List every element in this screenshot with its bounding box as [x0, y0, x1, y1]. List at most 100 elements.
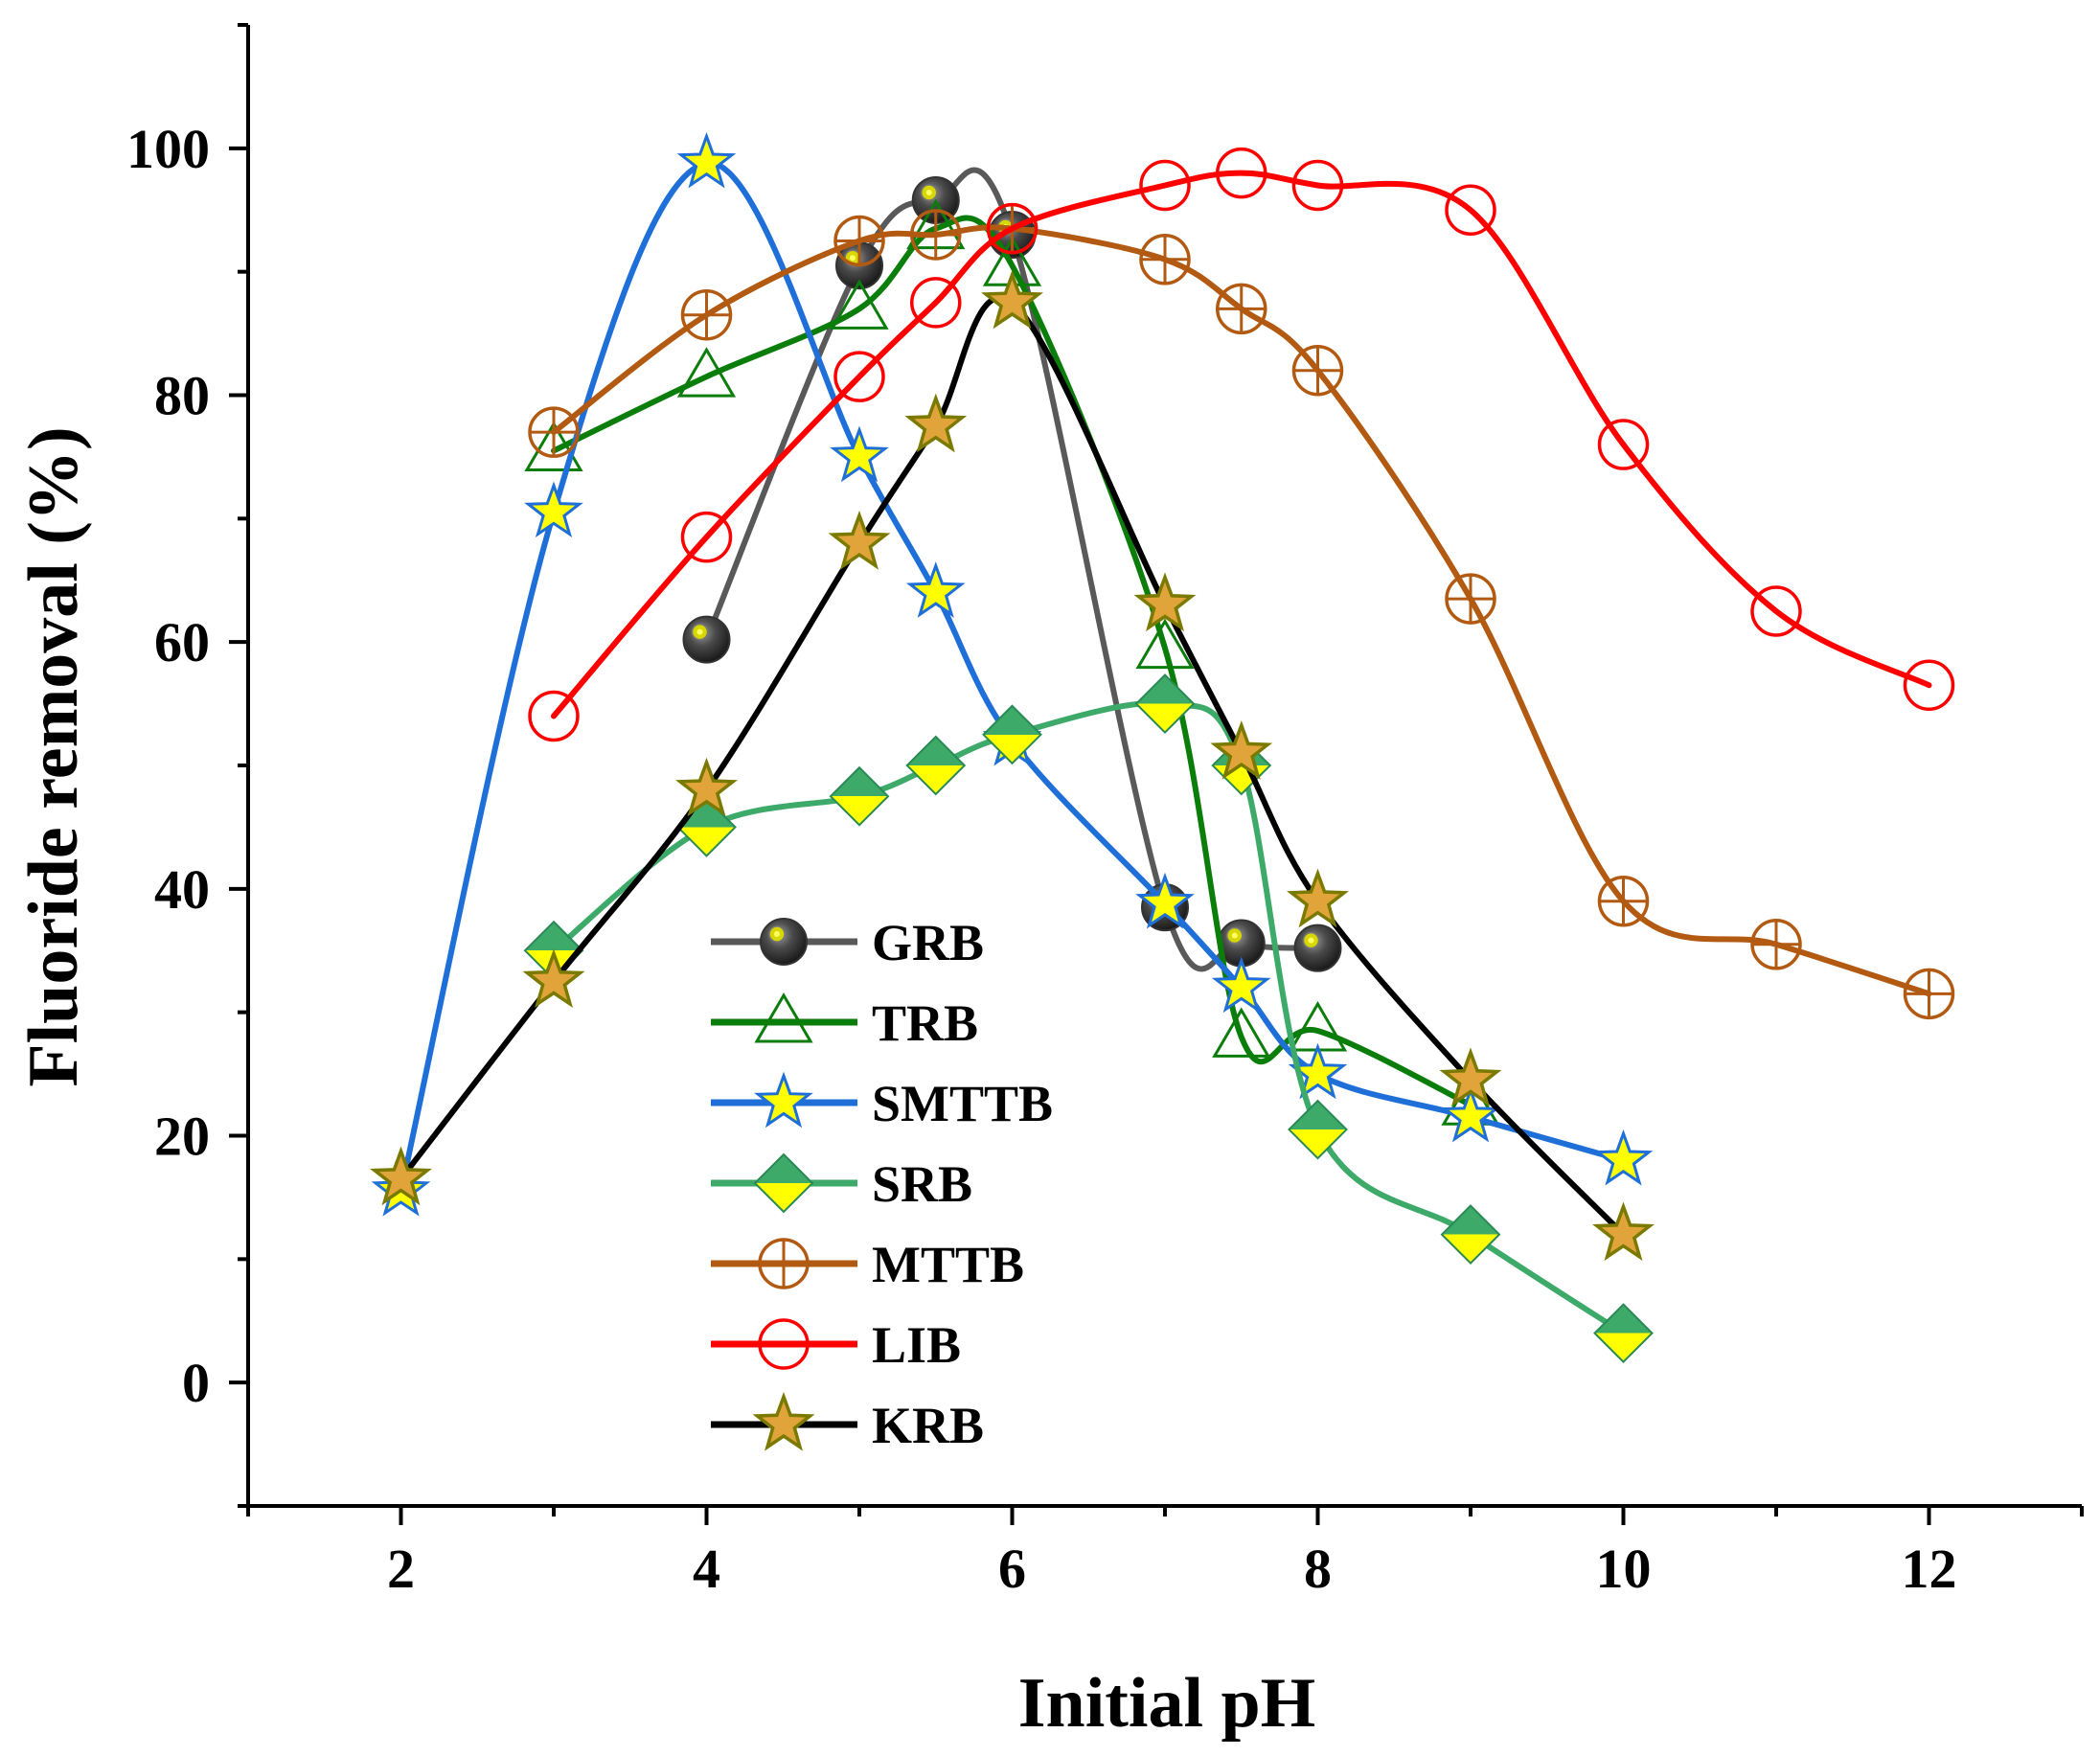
series-srb — [523, 673, 1654, 1364]
data-point-lib — [1903, 659, 1955, 712]
x-axis-title: Initial pH — [1018, 1664, 1316, 1743]
data-point-smttb — [1593, 1129, 1654, 1186]
data-point-lib — [1750, 585, 1802, 637]
data-point-srb — [1134, 673, 1196, 734]
legend-marker-trb — [754, 992, 813, 1043]
y-tick-label: 80 — [154, 365, 210, 427]
data-point-srb — [1440, 1204, 1501, 1265]
sphere-body — [1293, 924, 1342, 972]
data-point-smttb — [1211, 956, 1271, 1014]
data-point-mttb — [910, 209, 962, 261]
series-mttb — [528, 202, 1955, 1020]
y-tick-label: 20 — [154, 1106, 210, 1168]
x-tick-label: 8 — [1304, 1538, 1332, 1600]
sphere-glint — [850, 255, 856, 262]
data-point-smttb — [524, 481, 583, 538]
sphere-body — [760, 918, 808, 966]
series-krb — [370, 269, 1655, 1262]
legend-label-krb: KRB — [872, 1397, 984, 1454]
data-point-lib — [1445, 184, 1496, 236]
data-point-smttb — [830, 425, 889, 483]
sphere-glint — [1231, 932, 1238, 939]
data-point-mttb — [680, 289, 733, 341]
data-point-krb — [828, 511, 891, 570]
data-point-krb — [1592, 1201, 1655, 1262]
data-point-krb — [1210, 719, 1273, 780]
series-line-mttb — [551, 224, 1932, 997]
data-point-mttb — [1750, 919, 1802, 970]
y-tick-label: 0 — [182, 1352, 210, 1414]
sphere-glint — [774, 931, 780, 937]
data-point-smttb — [1441, 1085, 1500, 1143]
legend-marker-lib — [758, 1318, 810, 1370]
sphere-body — [682, 615, 731, 664]
data-point-lib — [680, 511, 733, 563]
series-lib — [528, 147, 1955, 742]
data-point-srb — [1593, 1303, 1654, 1364]
data-point-lib — [1597, 419, 1650, 470]
data-point-grb — [1293, 924, 1342, 972]
x-tick-label: 6 — [998, 1538, 1026, 1600]
data-point-lib — [910, 277, 962, 329]
data-point-grb — [682, 615, 731, 664]
data-point-mttb — [528, 406, 580, 458]
y-tick-label: 100 — [126, 118, 210, 180]
data-point-krb — [370, 1146, 432, 1206]
data-point-krb — [1439, 1047, 1502, 1107]
y-tick-label: 40 — [154, 858, 210, 921]
data-point-srb — [905, 735, 967, 796]
legend-label-lib: LIB — [872, 1316, 961, 1374]
data-point-lib — [986, 202, 1039, 255]
data-point-krb — [904, 393, 968, 453]
data-point-srb — [829, 765, 890, 827]
data-point-lib — [1139, 159, 1191, 212]
legend-marker-krb — [752, 1391, 815, 1451]
axes: 2 4 6 8 10 12 0 20 40 60 80 100 — [126, 23, 2084, 1600]
legend-marker-mttb — [758, 1238, 810, 1289]
data-point-krb — [675, 757, 738, 817]
data-point-trb — [830, 279, 889, 330]
data-point-srb — [982, 704, 1042, 765]
data-point-krb — [1133, 572, 1197, 632]
legend-marker-grb — [760, 918, 808, 966]
series-line-lib — [551, 170, 1932, 719]
data-point-lib — [1216, 147, 1267, 199]
data-point-krb — [981, 269, 1043, 330]
legend-item-grb: GRB — [711, 914, 984, 971]
data-point-lib — [528, 690, 580, 742]
legend-label-srb: SRB — [872, 1155, 972, 1213]
data-point-mttb — [1216, 283, 1267, 335]
data-point-mttb — [1445, 573, 1496, 625]
series-layer — [370, 131, 1955, 1364]
x-tick-label: 12 — [1902, 1538, 1957, 1600]
data-point-trb — [1212, 1007, 1271, 1058]
legend-label-smttb: SMTTB — [872, 1075, 1053, 1132]
data-point-trb — [1135, 618, 1195, 670]
data-point-mttb — [1903, 968, 1955, 1020]
legend-item-krb: KRB — [711, 1391, 984, 1454]
series-line-trb — [551, 215, 1473, 1108]
data-point-smttb — [1135, 872, 1195, 929]
legend-marker-srb — [753, 1152, 814, 1214]
legend-item-smttb: SMTTB — [711, 1071, 1053, 1132]
data-point-lib — [1291, 159, 1344, 212]
data-point-trb — [524, 421, 583, 471]
data-point-mttb — [1139, 234, 1191, 285]
data-point-krb — [1287, 868, 1349, 928]
legend-label-mttb: MTTB — [872, 1236, 1024, 1293]
x-tick-label: 10 — [1596, 1538, 1652, 1600]
legend-marker-smttb — [754, 1071, 813, 1129]
y-axis-title: Fluoride removal (%) — [14, 426, 93, 1086]
data-point-mttb — [833, 215, 885, 267]
sphere-glint — [925, 189, 932, 195]
legend-item-lib: LIB — [711, 1316, 961, 1374]
legend-label-grb: GRB — [872, 914, 984, 971]
sphere-glint — [1308, 937, 1314, 944]
y-tick-label: 60 — [154, 611, 210, 673]
legend-item-trb: TRB — [711, 992, 978, 1052]
data-point-srb — [676, 797, 737, 857]
legend-item-srb: SRB — [711, 1152, 972, 1214]
x-tick-label: 2 — [387, 1538, 415, 1600]
